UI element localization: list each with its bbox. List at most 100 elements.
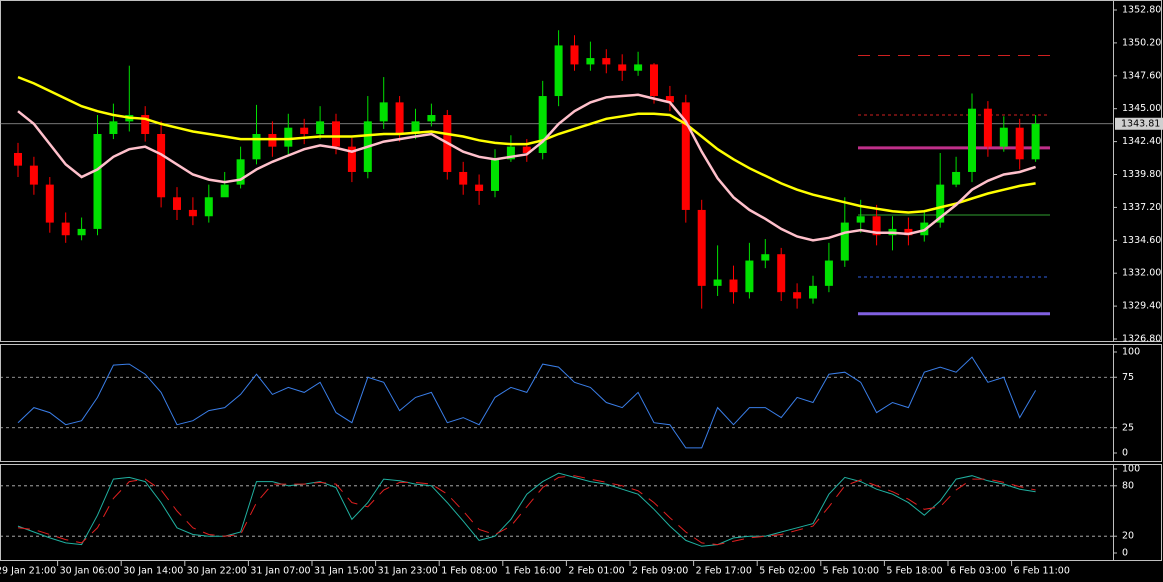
candle-body: [45, 184, 54, 223]
candle-body: [220, 184, 229, 198]
indicator-line: [17, 356, 1037, 449]
candle-body: [141, 115, 150, 135]
indicator-line: [17, 472, 1036, 547]
panel-frame: [0, 0, 1162, 342]
y-tick-label: 100: [1122, 464, 1140, 475]
candle-body: [634, 64, 643, 71]
y-tick-label: 1342.40: [1122, 136, 1161, 147]
candle-body: [379, 102, 388, 122]
candle-body: [1015, 127, 1024, 160]
y-tick-label: 0: [1122, 448, 1128, 459]
candle-body: [14, 152, 22, 166]
candle-body: [586, 58, 595, 65]
y-tick-label: 1329.40: [1122, 301, 1161, 312]
candle-body: [93, 134, 102, 229]
candle-body: [538, 96, 547, 153]
candle-body: [522, 146, 531, 153]
panel-frame: [0, 464, 1162, 561]
candle-body: [284, 127, 293, 147]
x-tick-label: 1 Feb 16:00: [505, 566, 561, 577]
y-tick-label: 1326.80: [1122, 334, 1161, 345]
candle-body: [29, 165, 38, 185]
candle-body: [252, 134, 261, 160]
candle-body: [332, 121, 340, 147]
candle-body: [204, 197, 213, 217]
y-tick-label: 1332.00: [1122, 268, 1161, 279]
y-tick-label: 0: [1122, 548, 1128, 559]
x-tick-label: 6 Feb 03:00: [950, 566, 1006, 577]
candle-body: [777, 254, 786, 293]
candle-body: [1031, 123, 1040, 160]
candle-body: [316, 121, 325, 135]
y-tick-label: 1345.00: [1122, 103, 1161, 114]
x-tick-label: 2 Feb 01:00: [568, 566, 624, 577]
candle-body: [968, 108, 976, 172]
candle-body: [840, 222, 849, 261]
y-tick-label: 80: [1122, 480, 1134, 491]
candle-body: [952, 171, 961, 185]
candle-body: [872, 216, 881, 236]
candle-body: [793, 292, 802, 299]
candle-body: [697, 209, 706, 286]
moving-average: [17, 75, 1036, 214]
candle-body: [713, 279, 722, 286]
candle-body: [554, 45, 563, 97]
x-tick-label: 31 Jan 23:00: [378, 566, 438, 577]
candle-body: [570, 45, 579, 65]
y-tick-label: 100: [1122, 347, 1140, 358]
candle-body: [665, 96, 674, 103]
x-tick-label: 31 Jan 15:00: [314, 566, 374, 577]
y-tick-label: 1337.20: [1122, 202, 1161, 213]
x-tick-label: 6 Feb 11:00: [1014, 566, 1070, 577]
indicator-line: [17, 475, 1036, 546]
candle-body: [761, 254, 770, 261]
candle-body: [395, 102, 404, 135]
candle-body: [411, 121, 420, 135]
x-tick-label: 31 Jan 07:00: [250, 566, 310, 577]
candle-body: [506, 146, 515, 160]
candle-body: [729, 279, 738, 293]
candle-body: [650, 64, 658, 97]
last-price-label: 1343.81: [1121, 118, 1160, 129]
candle-body: [173, 197, 181, 210]
y-tick-label: 1334.60: [1122, 235, 1161, 246]
candle-body: [681, 102, 690, 210]
x-tick-label: 29 Jan 21:00: [0, 566, 56, 577]
candle-body: [77, 228, 86, 236]
candle-body: [745, 260, 754, 293]
x-tick-label: 2 Feb 09:00: [632, 566, 688, 577]
x-tick-label: 30 Jan 22:00: [187, 566, 247, 577]
candle-body: [347, 146, 356, 172]
y-tick-label: 1347.60: [1122, 70, 1161, 81]
y-tick-label: 1350.20: [1122, 37, 1161, 48]
candle-body: [459, 171, 468, 185]
candle-body: [824, 260, 833, 286]
candle-body: [856, 216, 865, 223]
candle-body: [983, 108, 992, 147]
x-tick-label: 2 Feb 17:00: [696, 566, 752, 577]
candle-body: [999, 127, 1008, 147]
candle-body: [491, 159, 499, 191]
panel-frame: [0, 344, 1162, 462]
y-tick-label: 20: [1122, 531, 1134, 542]
candle-body: [809, 285, 817, 299]
candle-body: [300, 127, 309, 135]
candle-body: [427, 115, 436, 122]
x-tick-label: 5 Feb 10:00: [823, 566, 879, 577]
moving-average: [17, 93, 1036, 242]
x-tick-label: 30 Jan 06:00: [60, 566, 120, 577]
candle-body: [188, 209, 197, 217]
candle-body: [475, 184, 484, 191]
candle-body: [602, 58, 611, 65]
candle-body: [109, 121, 118, 135]
y-tick-label: 1339.80: [1122, 169, 1161, 180]
x-tick-label: 5 Feb 02:00: [759, 566, 815, 577]
candle-body: [61, 222, 70, 236]
y-tick-label: 1352.80: [1122, 5, 1161, 16]
y-tick-label: 75: [1122, 372, 1134, 383]
x-tick-label: 1 Feb 08:00: [441, 566, 497, 577]
candle-body: [157, 134, 166, 198]
